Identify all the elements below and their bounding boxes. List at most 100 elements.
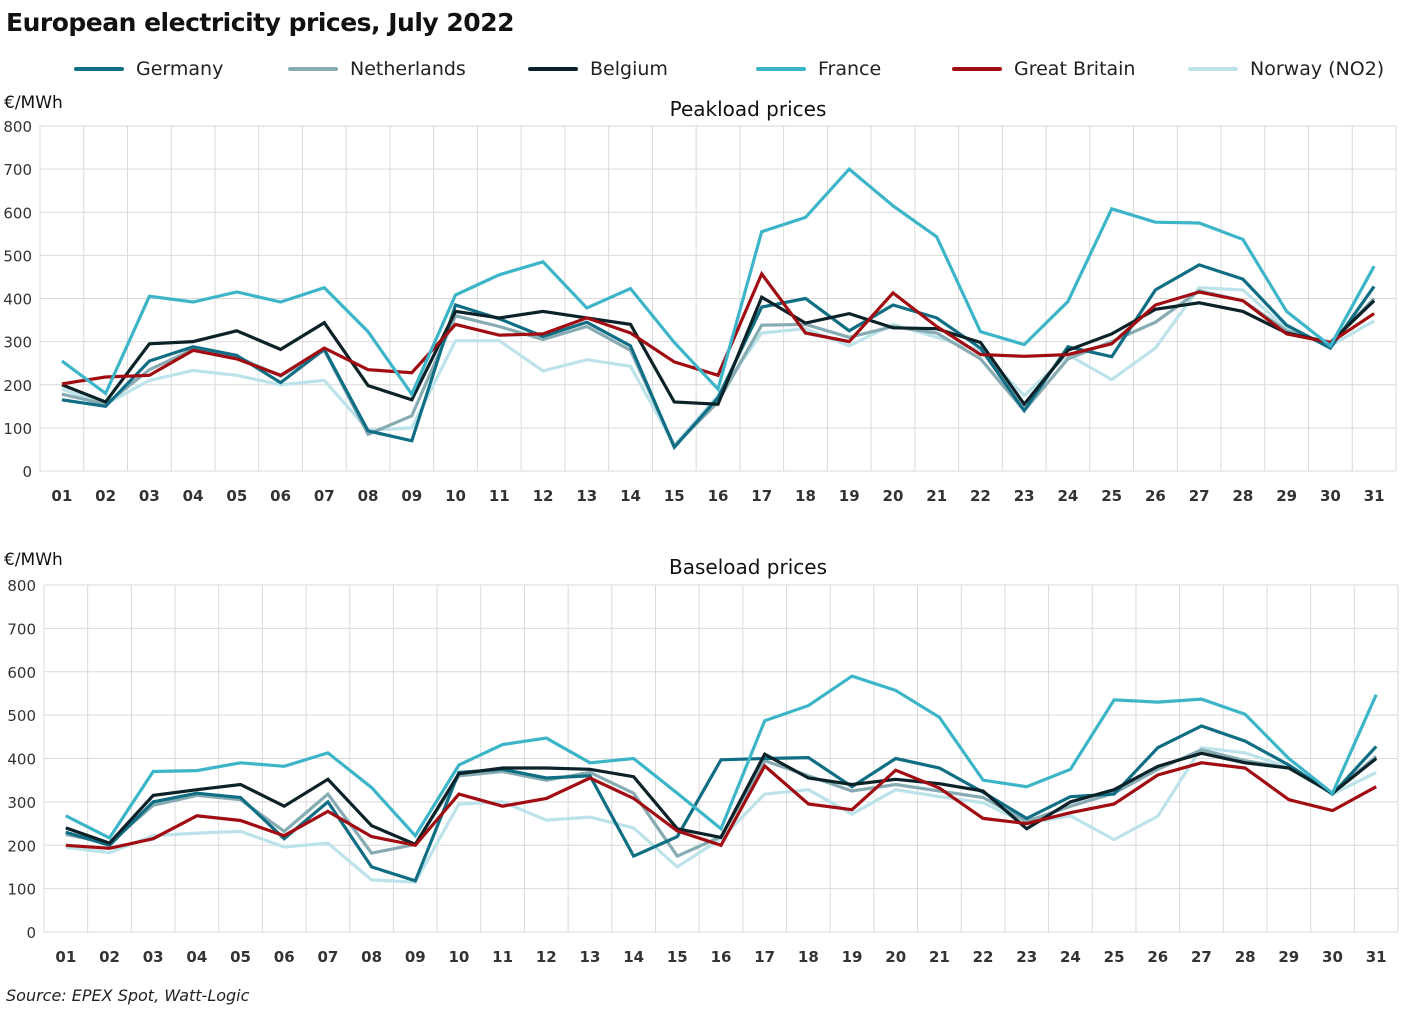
baseload-series-germany — [65, 724, 1378, 883]
baseload-xtick-label: 23 — [1016, 948, 1037, 966]
peakload-xtick-label: 12 — [533, 487, 554, 505]
baseload-xtick-label: 08 — [361, 948, 382, 966]
peakload-xtick-label: 02 — [95, 487, 116, 505]
peakload-xtick-label: 18 — [795, 487, 816, 505]
baseload-ytick-label: 0 — [26, 924, 36, 942]
peakload-xtick-label: 27 — [1189, 487, 1210, 505]
peakload-xtick-label: 03 — [139, 487, 160, 505]
baseload-series-belgium — [65, 751, 1378, 847]
peakload-xtick-label: 23 — [1014, 487, 1035, 505]
baseload-ytick-label: 300 — [7, 794, 36, 812]
baseload-ytick-label: 800 — [7, 577, 36, 595]
peakload-xtick-label: 14 — [620, 487, 641, 505]
baseload-ytick-label: 100 — [7, 881, 36, 899]
baseload-xtick-label: 17 — [754, 948, 775, 966]
peakload-ytick-label: 700 — [3, 161, 32, 179]
peakload-xtick-label: 09 — [401, 487, 422, 505]
baseload-xtick-label: 26 — [1147, 948, 1168, 966]
legend: Germany Netherlands Belgium France Great… — [74, 56, 1404, 82]
legend-item-belgium: Belgium — [528, 56, 668, 82]
peakload-xtick-label: 08 — [358, 487, 379, 505]
peakload-series-great-britain — [61, 270, 1375, 386]
peakload-xtick-label: 26 — [1145, 487, 1166, 505]
peakload-xtick-label: 30 — [1320, 487, 1341, 505]
baseload-series-france — [65, 674, 1378, 840]
baseload-xtick-label: 03 — [143, 948, 164, 966]
legend-item-norway: Norway (NO2) — [1188, 56, 1384, 82]
peakload-xtick-label: 22 — [970, 487, 991, 505]
baseload-ytick-label: 500 — [7, 707, 36, 725]
peakload-ytick-label: 300 — [3, 334, 32, 352]
baseload-xtick-label: 27 — [1191, 948, 1212, 966]
legend-item-netherlands: Netherlands — [288, 56, 466, 82]
baseload-xtick-label: 01 — [55, 948, 76, 966]
baseload-ylabel: €/MWh — [4, 550, 63, 570]
legend-label-germany: Germany — [136, 58, 224, 80]
baseload-ytick-label: 600 — [7, 664, 36, 682]
baseload-xtick-label: 20 — [885, 948, 906, 966]
legend-label-netherlands: Netherlands — [350, 58, 466, 80]
peakload-xtick-label: 17 — [751, 487, 772, 505]
baseload-ytick-label: 700 — [7, 620, 36, 638]
legend-swatch-france — [756, 67, 806, 71]
peakload-ytick-label: 100 — [3, 420, 32, 438]
peakload-xtick-label: 04 — [183, 487, 204, 505]
baseload-xtick-label: 06 — [274, 948, 295, 966]
baseload-xtick-label: 14 — [623, 948, 644, 966]
baseload-xtick-label: 09 — [405, 948, 426, 966]
peakload-xtick-label: 24 — [1057, 487, 1078, 505]
peakload-xtick-label: 31 — [1364, 487, 1385, 505]
legend-swatch-germany — [74, 67, 124, 71]
baseload-title: Baseload prices — [669, 555, 827, 579]
baseload-xtick-label: 04 — [186, 948, 207, 966]
peakload-xtick-label: 06 — [270, 487, 291, 505]
baseload-xtick-label: 22 — [973, 948, 994, 966]
legend-swatch-belgium — [528, 67, 578, 71]
legend-label-norway: Norway (NO2) — [1250, 58, 1385, 80]
peakload-xtick-label: 10 — [445, 487, 466, 505]
baseload-xtick-label: 11 — [492, 948, 513, 966]
baseload-xtick-label: 07 — [317, 948, 338, 966]
peakload-xtick-label: 07 — [314, 487, 335, 505]
peakload-xtick-label: 11 — [489, 487, 510, 505]
baseload-ytick-label: 200 — [7, 837, 36, 855]
baseload-xtick-label: 15 — [667, 948, 688, 966]
peakload-ytick-label: 400 — [3, 291, 32, 309]
peakload-chart: €/MWh Peakload prices 0 100 200 300 400 500 60… — [3, 93, 1397, 505]
baseload-series-great-britain — [65, 761, 1377, 850]
baseload-ytick-label: 400 — [7, 751, 36, 769]
peakload-ylabel: €/MWh — [4, 93, 63, 113]
baseload-xtick-label: 31 — [1366, 948, 1387, 966]
baseload-xtick-label: 10 — [448, 948, 469, 966]
peakload-xtick-label: 28 — [1232, 487, 1253, 505]
peakload-ytick-label: 200 — [3, 377, 32, 395]
legend-item-great-britain: Great Britain — [952, 56, 1135, 82]
source-note: Source: EPEX Spot, Watt-Logic — [6, 986, 250, 1005]
baseload-xtick-label: 19 — [842, 948, 863, 966]
baseload-xtick-label: 18 — [798, 948, 819, 966]
peakload-xtick-label: 20 — [883, 487, 904, 505]
peakload-ytick-label: 600 — [3, 204, 32, 222]
page-title: European electricity prices, July 2022 — [6, 8, 515, 37]
peakload-series-germany — [61, 263, 1376, 451]
peakload-xtick-label: 21 — [926, 487, 947, 505]
peakload-ytick-label: 800 — [3, 118, 32, 136]
baseload-xtick-label: 30 — [1322, 948, 1343, 966]
baseload-xtick-label: 24 — [1060, 948, 1081, 966]
legend-item-france: France — [756, 56, 881, 82]
baseload-chart: €/MWh Baseload prices 0 100 200 300 400 500 60… — [4, 550, 1399, 966]
legend-label-belgium: Belgium — [590, 58, 668, 80]
legend-swatch-netherlands — [288, 67, 338, 71]
peakload-xtick-label: 01 — [51, 487, 72, 505]
peakload-xtick-label: 15 — [664, 487, 685, 505]
legend-swatch-great-britain — [952, 67, 1002, 71]
peakload-xtick-label: 25 — [1101, 487, 1122, 505]
peakload-ytick-label: 500 — [3, 247, 32, 265]
legend-label-france: France — [818, 58, 882, 80]
peakload-xtick-label: 13 — [576, 487, 597, 505]
legend-swatch-norway — [1188, 67, 1238, 71]
peakload-xtick-label: 16 — [708, 487, 729, 505]
legend-label-great-britain: Great Britain — [1014, 58, 1136, 80]
peakload-title: Peakload prices — [670, 97, 827, 121]
legend-item-germany: Germany — [74, 56, 223, 82]
